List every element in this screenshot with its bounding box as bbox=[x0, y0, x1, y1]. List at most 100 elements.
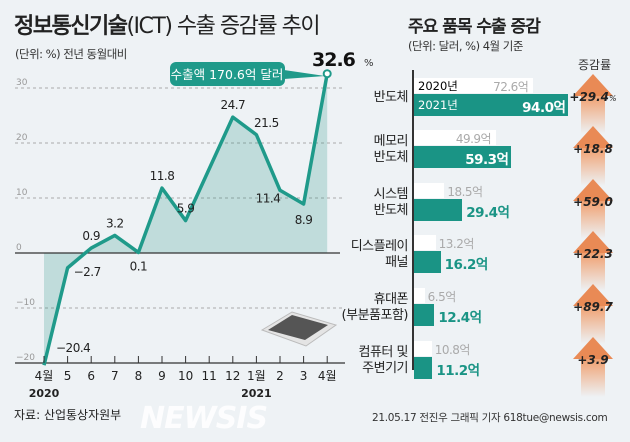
value-2021: 29.4억 bbox=[466, 205, 510, 221]
year-label: 2020 bbox=[29, 387, 60, 400]
callout-text: 수출액 170.6억 달러 bbox=[171, 67, 284, 82]
category-name-2: 주변기기 bbox=[362, 361, 408, 376]
data-label: −20.4 bbox=[56, 341, 90, 355]
title-bold: 정보통신기술 bbox=[14, 14, 128, 39]
value-2021: 16.2억 bbox=[444, 257, 489, 273]
legend-2021: 2021년 bbox=[418, 98, 458, 112]
category-name-2: 반도체 bbox=[373, 150, 409, 165]
x-tick-label: 6 bbox=[87, 369, 95, 383]
increase-arrow-icon: +18.8 bbox=[573, 126, 613, 186]
tablet-screen bbox=[268, 315, 328, 340]
data-label: 21.5 bbox=[254, 116, 279, 130]
data-label: 11.8 bbox=[150, 169, 175, 183]
x-tick-label: 5 bbox=[64, 369, 72, 383]
rate-value: +3.9 bbox=[577, 353, 609, 367]
highlight-unit: % bbox=[364, 58, 374, 69]
bar-2020 bbox=[414, 341, 432, 356]
x-tick-label: 1월 bbox=[247, 369, 266, 383]
bar-2021 bbox=[414, 251, 441, 273]
data-label: 3.2 bbox=[106, 216, 124, 230]
x-tick-label: 8 bbox=[135, 369, 143, 383]
category-label: 컴퓨터 및 주변기기 bbox=[358, 345, 409, 377]
legend-2020: 2020년 bbox=[418, 79, 458, 93]
y-tick-label: −10 bbox=[16, 298, 35, 308]
data-label: 0.9 bbox=[82, 229, 100, 243]
category-name: 반도체 bbox=[373, 90, 409, 105]
bar-2020 bbox=[414, 130, 496, 145]
value-2020: 10.8억 bbox=[434, 343, 471, 357]
category-name: 메모리 bbox=[373, 134, 409, 149]
category-name-2: 반도체 bbox=[373, 203, 409, 218]
bar-2021 bbox=[414, 146, 512, 168]
x-tick-label: 3 bbox=[300, 369, 308, 383]
callout-box bbox=[170, 62, 285, 86]
title-light: (ICT) 수출 증감률 추이 bbox=[126, 14, 320, 39]
value-2020: 6.5억 bbox=[427, 290, 457, 304]
category-label: 반도체 bbox=[373, 90, 409, 106]
value-2020: 13.2억 bbox=[438, 237, 475, 251]
bar-2021 bbox=[414, 94, 569, 116]
x-tick-label: 4월 bbox=[35, 369, 54, 383]
source: 자료: 산업통상자원부 bbox=[14, 408, 122, 422]
increase-arrow-icon: +59.0 bbox=[573, 179, 613, 239]
rate-value: +18.8 bbox=[573, 142, 613, 156]
increase-arrow-icon: +3.9 bbox=[573, 337, 613, 397]
value-2021: 11.2억 bbox=[436, 363, 480, 379]
y-tick-label: 0 bbox=[16, 243, 22, 253]
category-label: 메모리 반도체 bbox=[373, 134, 409, 166]
bar-2020 bbox=[414, 78, 534, 93]
data-label: 5.9 bbox=[177, 202, 195, 216]
category-name-2: 패널 bbox=[385, 255, 408, 270]
y-tick-label: 20 bbox=[16, 133, 28, 143]
rate-value: +89.7 bbox=[573, 300, 613, 314]
value-2021: 94.0억 bbox=[522, 100, 566, 116]
increase-arrow-icon: +22.3 bbox=[573, 231, 613, 291]
x-tick-label: 12 bbox=[225, 369, 240, 383]
x-tick-label: 2 bbox=[276, 369, 284, 383]
data-label: 0.1 bbox=[130, 259, 148, 273]
watermark: NEWSIS bbox=[140, 401, 268, 436]
data-line bbox=[42, 73, 329, 366]
category-name: 디스플레이 bbox=[350, 239, 409, 254]
x-tick-label: 9 bbox=[158, 369, 166, 383]
highlight-value: 32.6 bbox=[312, 49, 356, 71]
credit: 21.05.17 전진우 그래픽 기자 618tue@newsis.com bbox=[372, 412, 608, 424]
page-title: 정보통신기술(ICT) 수출 증감률 추이 bbox=[14, 8, 321, 40]
category-name: 시스템 bbox=[373, 187, 409, 202]
bar-2021 bbox=[414, 199, 463, 221]
bar-2020 bbox=[414, 288, 425, 303]
value-2021: 59.3억 bbox=[465, 152, 509, 168]
rate-header: 증감률 bbox=[578, 58, 612, 72]
y-tick-label: −20 bbox=[16, 353, 35, 363]
category-label: 디스플레이 패널 bbox=[350, 239, 409, 271]
data-label: 11.4 bbox=[256, 191, 281, 205]
bar-2020 bbox=[414, 235, 436, 250]
data-label: 24.7 bbox=[220, 98, 245, 112]
unit-label: (단위: %) 전년 동월대비 bbox=[15, 47, 127, 61]
value-2020: 49.9억 bbox=[455, 132, 492, 146]
x-tick-label: 11 bbox=[202, 369, 217, 383]
data-label: −2.7 bbox=[74, 265, 101, 279]
x-tick-label: 7 bbox=[111, 369, 119, 383]
x-tick-label: 4월 bbox=[318, 369, 337, 383]
x-tick-label: 10 bbox=[178, 369, 193, 383]
increase-arrow-icon: +89.7 bbox=[573, 284, 613, 344]
rate-value: +29.4% bbox=[569, 90, 617, 104]
data-label: 8.9 bbox=[295, 213, 313, 227]
bar-2021 bbox=[414, 357, 433, 379]
data-point-last bbox=[322, 69, 332, 79]
year-label: 2021 bbox=[241, 387, 272, 400]
callout-pointer bbox=[284, 70, 325, 79]
value-2021: 12.4억 bbox=[438, 310, 482, 326]
category-label: 휴대폰 (부분품포함) bbox=[342, 292, 409, 324]
bar-2020 bbox=[414, 183, 445, 198]
category-label: 시스템 반도체 bbox=[373, 187, 409, 219]
rate-value: +22.3 bbox=[573, 247, 613, 261]
area-fill bbox=[44, 73, 328, 366]
category-name: 컴퓨터 및 bbox=[358, 345, 409, 360]
bar-2021 bbox=[414, 304, 435, 326]
rate-value: +59.0 bbox=[573, 195, 613, 209]
y-tick-label: 30 bbox=[16, 78, 28, 88]
value-2020: 72.6억 bbox=[493, 80, 529, 94]
